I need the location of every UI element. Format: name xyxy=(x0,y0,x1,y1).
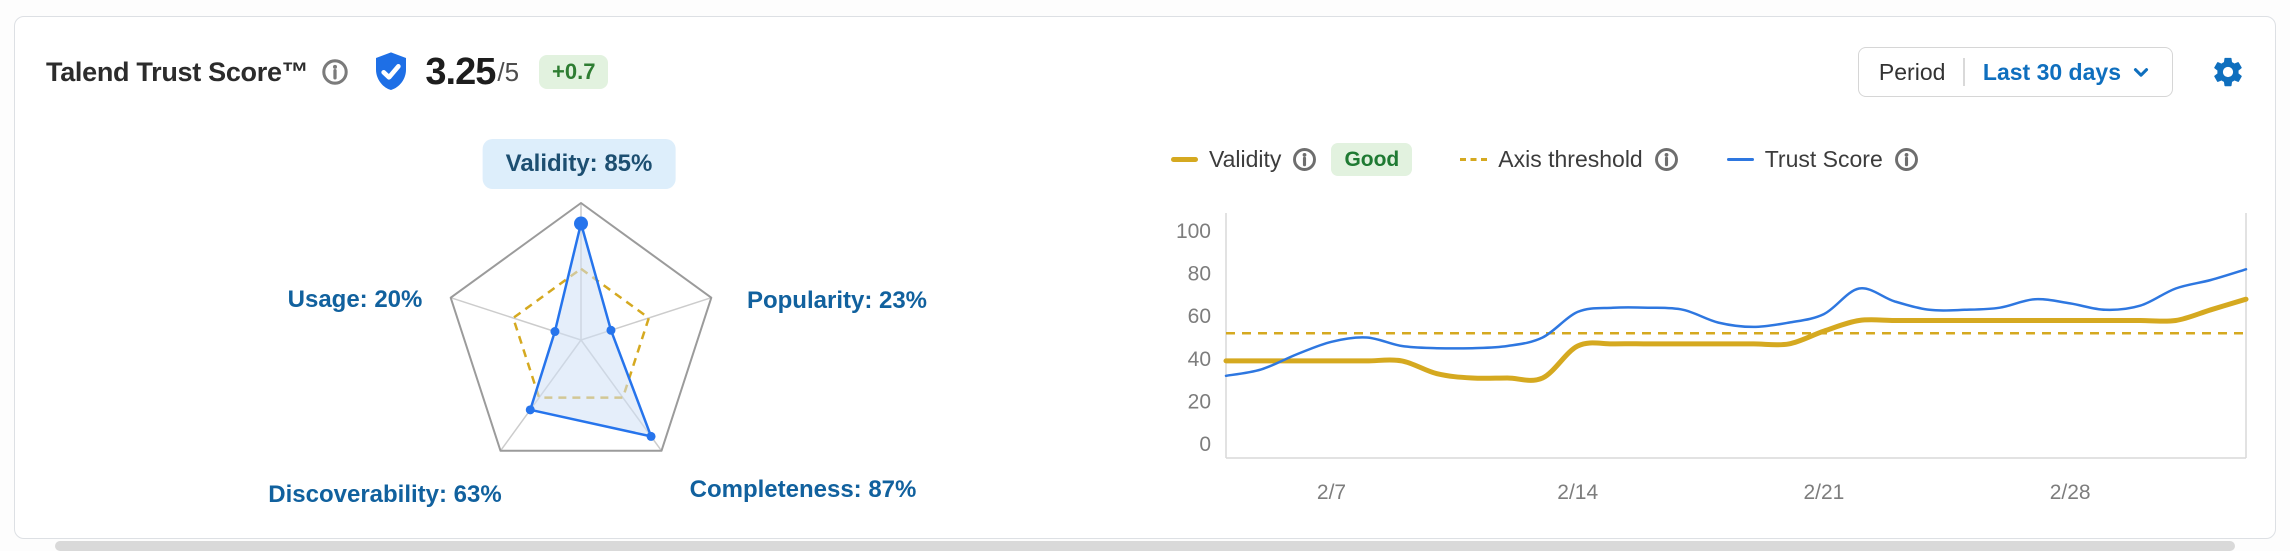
legend-item-axis-threshold[interactable]: Axis threshold xyxy=(1460,146,1678,173)
solid-gold-swatch-icon xyxy=(1171,157,1198,163)
period-label: Period xyxy=(1878,58,1946,85)
chart-legend: Validity Good Axis threshold Trust Score xyxy=(1171,143,1919,177)
y-tick-label: 60 xyxy=(1188,305,1211,328)
trend-line-chart: 0 20 40 60 80 100 2/7 2/14 2/21 2/28 xyxy=(1176,213,2249,504)
radar-outline xyxy=(449,202,713,452)
dashed-gold-swatch-icon xyxy=(1460,158,1488,162)
legend-item-validity[interactable]: Validity Good xyxy=(1171,143,1413,177)
radar-chart xyxy=(449,202,713,452)
x-tick-label: 2/14 xyxy=(1557,481,1598,504)
info-icon[interactable] xyxy=(321,58,349,86)
solid-blue-swatch-icon xyxy=(1726,158,1754,162)
trust-score-value: 3.25 xyxy=(425,50,496,93)
x-tick-label: 2/7 xyxy=(1317,481,1346,504)
score-delta-badge: +0.7 xyxy=(539,55,609,89)
info-icon[interactable] xyxy=(1654,147,1679,172)
y-tick-label: 80 xyxy=(1188,263,1211,286)
y-tick-label: 20 xyxy=(1188,390,1211,413)
period-divider xyxy=(1963,58,1965,86)
radar-point-popularity[interactable] xyxy=(606,325,616,335)
info-icon[interactable] xyxy=(1292,147,1317,172)
radar-point-discoverability[interactable] xyxy=(525,405,535,415)
validity-line[interactable] xyxy=(1223,296,2249,383)
legend-label: Validity xyxy=(1209,146,1282,173)
score-cluster: Talend Trust Score™ 3.25 /5 +0. xyxy=(46,50,609,94)
card-header: Talend Trust Score™ 3.25 /5 +0. xyxy=(46,43,2245,101)
radar-label-completeness[interactable]: Completeness: 87% xyxy=(689,476,917,503)
status-badge: Good xyxy=(1331,143,1413,177)
legend-item-trust-score[interactable]: Trust Score xyxy=(1726,146,1919,173)
radar-label-discoverability[interactable]: Discoverability: 63% xyxy=(268,481,502,508)
info-icon[interactable] xyxy=(1894,147,1919,172)
card-title: Talend Trust Score™ xyxy=(46,56,309,87)
trust-score-max: /5 xyxy=(497,56,520,87)
legend-label: Axis threshold xyxy=(1498,146,1643,173)
trust-score-line[interactable] xyxy=(1224,268,2248,378)
horizontal-scrollbar[interactable] xyxy=(55,541,2235,551)
radar-label-popularity[interactable]: Popularity: 23% xyxy=(746,287,928,314)
y-tick-label: 0 xyxy=(1199,433,1211,456)
x-tick-label: 2/28 xyxy=(2050,481,2091,504)
radar-data-polygon[interactable] xyxy=(529,222,653,438)
radar-label-validity[interactable]: Validity: 85% xyxy=(482,139,676,189)
chevron-down-icon xyxy=(2130,61,2152,83)
radar-label-usage[interactable]: Usage: 20% xyxy=(287,286,423,313)
radar-point-completeness[interactable] xyxy=(646,431,656,441)
radar-point-usage[interactable] xyxy=(550,327,560,337)
radar-point-validity[interactable] xyxy=(574,216,588,231)
trust-score-card: Talend Trust Score™ 3.25 /5 +0. xyxy=(14,16,2276,539)
period-selector[interactable]: Period Last 30 days xyxy=(1857,47,2173,97)
header-controls: Period Last 30 days xyxy=(1857,47,2245,97)
gear-icon[interactable] xyxy=(2211,55,2245,89)
trust-shield-check-icon xyxy=(371,50,411,94)
legend-label: Trust Score xyxy=(1764,146,1883,173)
period-value: Last 30 days xyxy=(1982,58,2121,85)
y-tick-label: 40 xyxy=(1188,348,1211,371)
y-tick-label: 100 xyxy=(1176,220,1211,243)
x-tick-label: 2/21 xyxy=(1803,481,1844,504)
